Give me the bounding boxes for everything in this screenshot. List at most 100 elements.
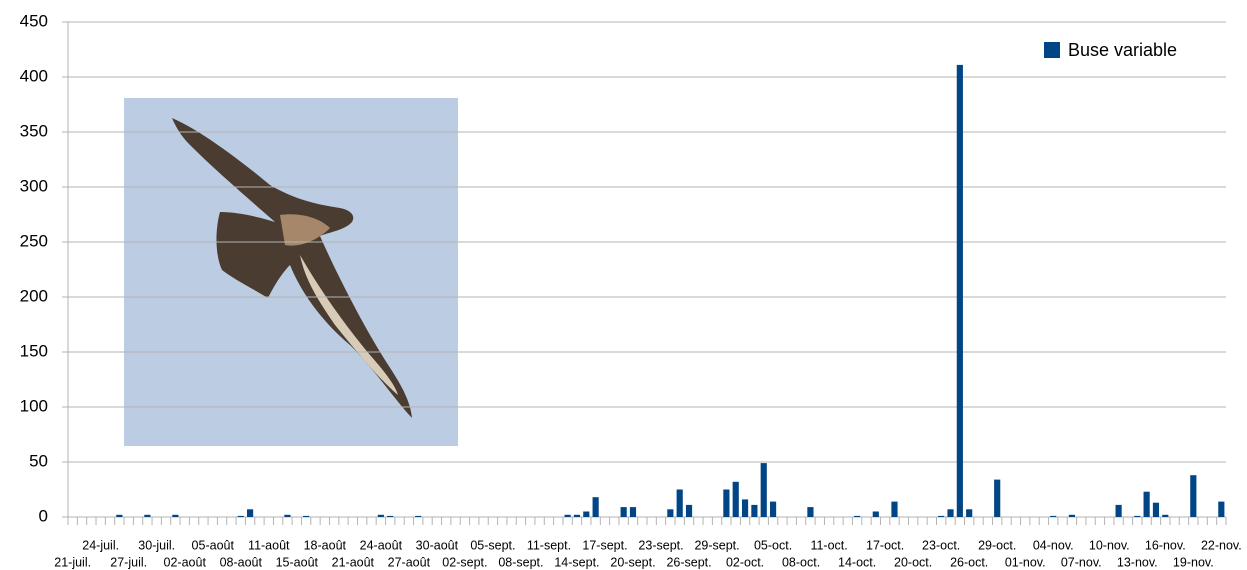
x-tick-label: 01-nov. <box>1005 555 1046 569</box>
bar <box>1134 515 1141 517</box>
bar <box>807 507 814 517</box>
bar <box>1152 502 1160 517</box>
bar <box>247 509 254 517</box>
bar <box>303 515 310 517</box>
bar <box>1162 514 1169 517</box>
bar <box>583 511 590 517</box>
x-tick-label: 26-oct. <box>950 555 988 569</box>
x-tick-label: 14-sept. <box>554 555 599 569</box>
x-tick-label: 05-août <box>192 538 235 552</box>
x-tick-label: 15-août <box>276 555 319 569</box>
x-tick-label: 05-sept. <box>470 538 515 552</box>
y-tick-label: 350 <box>20 121 48 140</box>
x-tick-label: 02-août <box>164 555 207 569</box>
x-tick-label: 30-août <box>416 538 459 552</box>
y-tick-label: 400 <box>20 66 48 85</box>
y-tick-label: 450 <box>20 11 48 30</box>
x-tick-label: 29-oct. <box>978 538 1016 552</box>
y-tick-label: 0 <box>39 506 48 525</box>
bar <box>564 514 571 517</box>
bar <box>956 64 963 518</box>
x-tick-label: 02-oct. <box>726 555 764 569</box>
x-tick-label: 05-oct. <box>754 538 792 552</box>
bar <box>629 507 637 517</box>
x-tick-label: 29-sept. <box>694 538 739 552</box>
bar <box>620 507 627 517</box>
x-tick-label: 23-oct. <box>922 538 960 552</box>
bar <box>760 463 767 517</box>
x-tick-label: 17-sept. <box>582 538 627 552</box>
labels: 0 50 100 150 200 250 300 350 400 450 21-juil. 24-ju… <box>20 11 1242 569</box>
bar <box>1050 515 1057 517</box>
x-tick-label: 02-sept. <box>442 555 487 569</box>
bar <box>741 499 749 517</box>
bar <box>592 497 599 517</box>
bar <box>573 514 581 517</box>
x-tick-label: 20-sept. <box>610 555 655 569</box>
bar <box>377 514 384 517</box>
x-tick-label: 10-nov. <box>1089 538 1130 552</box>
bar <box>116 514 123 517</box>
bar <box>1143 491 1150 517</box>
bar <box>947 509 954 517</box>
bar <box>172 514 179 517</box>
y-tick-label: 300 <box>20 176 48 195</box>
x-tick-label: 23-sept. <box>638 538 683 552</box>
legend-swatch <box>1044 42 1060 58</box>
x-tick-label: 04-nov. <box>1033 538 1074 552</box>
bar <box>769 501 777 517</box>
x-tick-label: 16-nov. <box>1145 538 1186 552</box>
bar <box>966 509 973 517</box>
y-tick-label: 100 <box>20 396 48 415</box>
bar <box>685 504 693 517</box>
bar <box>994 479 1001 517</box>
x-tick-label: 11-sept. <box>527 538 571 552</box>
x-tick-label: 11-oct. <box>810 538 847 552</box>
bar <box>1068 514 1075 517</box>
y-tick-label: 150 <box>20 341 48 360</box>
bar <box>751 504 758 517</box>
bar <box>723 489 730 517</box>
bar <box>415 515 422 517</box>
bar <box>938 515 945 517</box>
x-tick-label: 08-août <box>220 555 263 569</box>
photo <box>124 98 458 446</box>
x-tick-label: 26-sept. <box>666 555 711 569</box>
x-tick-label: 14-oct. <box>838 555 876 569</box>
x-tick-label: 21-août <box>332 555 375 569</box>
legend-label: Buse variable <box>1068 40 1177 60</box>
x-tick-label: 24-août <box>360 538 403 552</box>
bar <box>891 501 898 517</box>
bar <box>872 511 879 517</box>
y-tick-label: 250 <box>20 231 48 250</box>
x-tick-label: 11-août <box>248 538 290 552</box>
bar <box>144 514 151 517</box>
bar <box>387 515 394 517</box>
x-tick-label: 27-août <box>388 555 431 569</box>
x-tick-label: 18-août <box>304 538 347 552</box>
bar <box>1190 475 1197 517</box>
x-tick-label: 27-juil. <box>110 555 147 569</box>
bar <box>237 515 244 517</box>
x-tick-label: 21-juil. <box>54 555 91 569</box>
y-tick-label: 200 <box>20 286 48 305</box>
bar <box>732 481 739 517</box>
marks <box>116 64 1225 518</box>
y-tick-label: 50 <box>29 451 48 470</box>
x-tick-label: 08-sept. <box>498 555 543 569</box>
bar <box>1218 501 1225 517</box>
x-tick-label: 07-nov. <box>1061 555 1102 569</box>
x-tick-label: 19-nov. <box>1173 555 1214 569</box>
x-tick-label: 17-oct. <box>866 538 904 552</box>
x-tick-label: 13-nov. <box>1117 555 1158 569</box>
x-tick-label: 30-juil. <box>138 538 175 552</box>
x-tick-label: 20-oct. <box>894 555 932 569</box>
grid <box>62 21 1227 525</box>
x-tick-label: 22-nov. <box>1201 538 1242 552</box>
x-tick-label: 24-juil. <box>82 538 119 552</box>
bar <box>854 515 861 517</box>
x-tick-label: 08-oct. <box>782 555 820 569</box>
bar <box>667 509 674 517</box>
bar <box>676 489 683 517</box>
